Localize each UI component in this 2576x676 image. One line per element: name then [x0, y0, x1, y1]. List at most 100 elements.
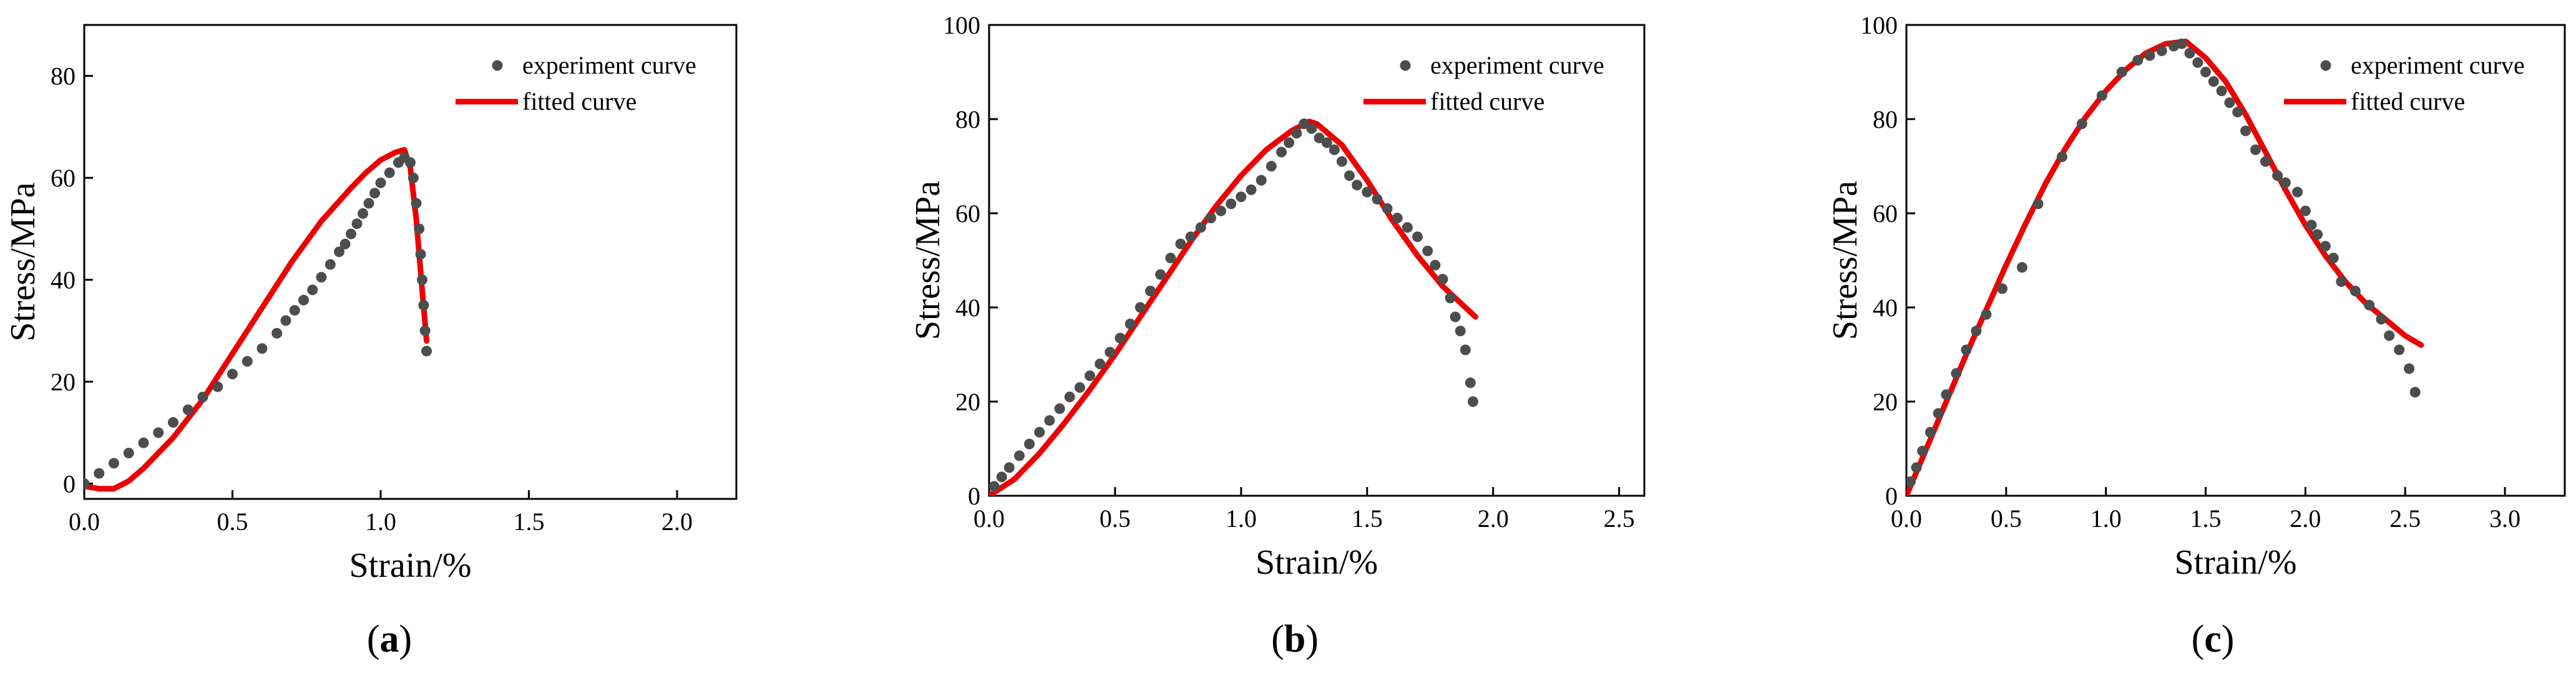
experiment-point	[280, 315, 291, 326]
experiment-point	[1372, 193, 1383, 205]
x-axis-title: Strain/%	[2175, 543, 2297, 582]
y-tick-label: 0	[968, 482, 980, 510]
experiment-point	[2349, 286, 2361, 297]
y-tick-label: 0	[1885, 482, 1898, 510]
y-tick-label: 60	[955, 200, 980, 228]
experiment-point	[2384, 330, 2395, 341]
legend-label-fitted: fitted curve	[1430, 87, 1544, 115]
experiment-point	[2272, 170, 2283, 181]
experiment-point	[2240, 125, 2251, 137]
experiment-point	[2312, 229, 2323, 240]
y-tick-label: 80	[1873, 105, 1898, 133]
experiment-point	[1306, 123, 1317, 134]
experiment-point	[1465, 377, 1476, 389]
experiment-point	[2192, 57, 2203, 68]
x-tick-label: 2.0	[1478, 505, 1509, 533]
y-tick-label: 60	[51, 164, 76, 192]
legend-label-fitted: fitted curve	[522, 87, 637, 115]
experiment-point	[298, 294, 309, 306]
experiment-point	[2409, 387, 2421, 398]
experiment-point	[1155, 269, 1166, 280]
experiment-point	[1034, 427, 1045, 438]
y-tick-label: 20	[1873, 388, 1898, 416]
experiment-point	[227, 369, 238, 380]
x-tick-label: 2.0	[2290, 505, 2321, 533]
experiment-point	[316, 272, 327, 282]
y-tick-label: 20	[51, 368, 76, 396]
experiment-point	[1226, 198, 1237, 210]
experiment-point	[2292, 186, 2303, 198]
experiment-point	[1906, 476, 1916, 487]
panel-label: (a)	[367, 618, 412, 660]
experiment-point	[2300, 205, 2311, 216]
experiment-point	[1216, 205, 1226, 216]
experiment-point	[2394, 344, 2405, 355]
experiment-point	[2032, 198, 2044, 210]
experiment-point	[1941, 389, 1952, 400]
x-tick-label: 0.5	[1100, 505, 1131, 533]
chart-panel-a: 0.0 0.5 1.0 1.5 2.0 0 20 40 60 80 Strain/% Stress/M…	[4, 24, 738, 660]
experiment-point	[84, 478, 90, 489]
experiment-point	[1402, 222, 1413, 233]
experiment-point	[2096, 90, 2107, 101]
y-tick-label: 40	[51, 266, 76, 294]
x-tick-label: 0.0	[973, 505, 1005, 533]
y-tick-label: 40	[955, 294, 980, 322]
legend-label-experiment: experiment curve	[522, 51, 696, 79]
experiment-point	[1329, 144, 1340, 155]
experiment-point	[182, 404, 193, 415]
legend-marker-experiment	[492, 60, 503, 71]
experiment-point	[197, 392, 208, 403]
experiment-point	[168, 417, 178, 428]
experiment-point	[109, 458, 119, 469]
x-axis-title: Strain/%	[349, 546, 472, 585]
experiment-point	[2056, 151, 2067, 162]
y-tick-label: 80	[955, 105, 980, 133]
x-tick-label: 1.0	[1226, 505, 1257, 533]
plot-frame	[1905, 24, 2566, 497]
experiment-point	[1981, 309, 1992, 320]
experiment-point	[405, 157, 416, 168]
experiment-point	[1382, 203, 1393, 214]
experiment-point	[1299, 118, 1310, 129]
experiment-point	[1445, 292, 1456, 304]
experiment-point	[1412, 231, 1423, 243]
experiment-point	[417, 274, 427, 286]
experiment-point	[1276, 147, 1287, 158]
experiment-point	[1125, 318, 1136, 329]
experiment-point	[1321, 137, 1332, 148]
chart-panel-c: 0.0 0.5 1.0 1.5 2.0 2.5 3.0 0 20 40 60 80 100 Strain/…	[1826, 11, 2566, 660]
experiment-point	[2144, 50, 2155, 61]
fitted-curve-line	[989, 118, 1478, 496]
plot-frame	[83, 24, 738, 500]
experiment-point	[1460, 344, 1471, 355]
experiment-point	[94, 468, 105, 479]
legend-label-experiment: experiment curve	[2351, 51, 2525, 79]
experiment-point	[1085, 370, 1095, 381]
experiment-point	[418, 300, 429, 311]
experiment-point	[1014, 450, 1025, 461]
data-layer	[84, 147, 432, 492]
x-axis-title: Strain/%	[1256, 543, 1378, 582]
experiment-point	[2168, 41, 2179, 52]
experiment-point	[1362, 186, 1373, 198]
experiment-point	[1256, 175, 1267, 186]
x-tick-label: 0.5	[1991, 505, 2022, 533]
experiment-point	[358, 208, 368, 219]
experiment-point	[2216, 85, 2227, 97]
experiment-point	[1064, 392, 1075, 402]
experiment-point	[375, 177, 386, 188]
experiment-point	[1933, 408, 1944, 419]
experiment-point	[1291, 128, 1302, 139]
experiment-point	[2176, 38, 2187, 49]
y-tick-label: 60	[1873, 200, 1898, 228]
y-tick-label: 80	[51, 62, 76, 90]
experiment-point	[411, 198, 422, 209]
x-tick-label: 0.5	[217, 508, 248, 536]
experiment-point	[212, 381, 223, 392]
experiment-point	[2306, 220, 2317, 231]
experiment-point	[1074, 382, 1085, 393]
experiment-point	[324, 259, 336, 270]
experiment-point	[414, 223, 425, 234]
experiment-point	[1195, 222, 1206, 233]
